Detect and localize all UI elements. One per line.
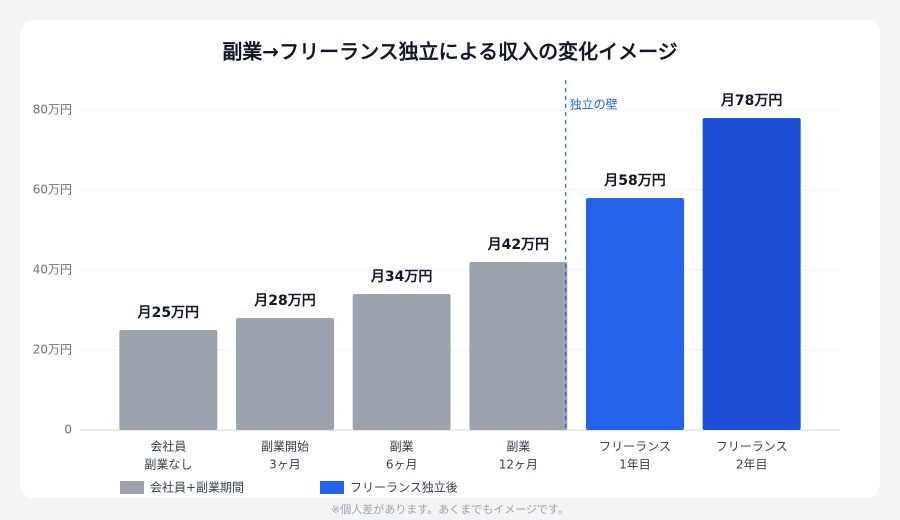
- value-label: 月25万円: [137, 305, 199, 321]
- bar: [236, 318, 334, 430]
- bar: [586, 198, 684, 430]
- bar: [119, 330, 218, 430]
- x-tick-label: フリーランス: [716, 440, 788, 454]
- x-tick-label: 副業: [390, 440, 414, 454]
- value-label: 月34万円: [370, 269, 432, 285]
- value-label: 月28万円: [253, 293, 315, 309]
- x-tick-label: 副業: [506, 440, 530, 454]
- legend-swatch: [120, 481, 144, 494]
- footnote: ※個人差があります。あくまでもイメージです。: [331, 502, 569, 516]
- value-label: 月78万円: [720, 93, 782, 109]
- x-tick-label: 6ヶ月: [386, 458, 418, 472]
- y-tick-label: 80万円: [33, 103, 72, 117]
- annotation: 独立の壁: [570, 97, 618, 112]
- x-tick-label: フリーランス: [599, 440, 671, 454]
- bar: [352, 294, 451, 430]
- x-tick-label: 1年目: [619, 458, 651, 472]
- x-tick-label: 3ヶ月: [269, 458, 301, 472]
- x-tick-label: 副業なし: [144, 458, 192, 472]
- value-label: 月42万円: [487, 237, 549, 253]
- y-tick-label: 60万円: [33, 183, 72, 197]
- x-tick-label: 副業開始: [261, 440, 309, 454]
- y-tick-label: 0: [64, 423, 72, 437]
- legend-label: 会社員+副業期間: [150, 480, 244, 495]
- y-tick-label: 20万円: [33, 343, 72, 357]
- bar: [702, 118, 801, 430]
- chart-title: 副業→フリーランス独立による収入の変化イメージ: [222, 40, 677, 64]
- value-label: 月58万円: [603, 173, 665, 189]
- x-tick-label: 会社員: [150, 439, 186, 454]
- y-tick-label: 40万円: [33, 263, 72, 277]
- x-tick-label: 2年目: [736, 458, 768, 472]
- x-tick-label: 12ヶ月: [499, 458, 538, 472]
- legend-label: フリーランス独立後: [350, 480, 458, 495]
- bar: [469, 262, 568, 430]
- legend-swatch: [320, 481, 344, 494]
